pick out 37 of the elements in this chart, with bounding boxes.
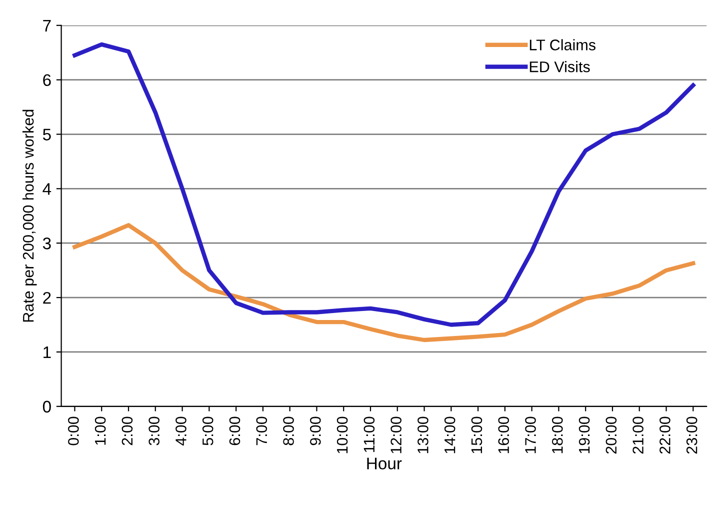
x-tick-label: 9:00 [310, 416, 321, 446]
x-tick-label: 8:00 [283, 416, 294, 446]
x-tick-label: 16:00 [498, 416, 510, 454]
y-tick-label: 2 [43, 292, 51, 304]
x-tick-label: 6:00 [229, 416, 240, 446]
x-tick-label: 14:00 [444, 416, 456, 454]
x-tick-label: 11:00 [364, 416, 375, 452]
x-tick-label: 21:00 [632, 416, 644, 454]
x-tick-label: 10:00 [336, 416, 348, 454]
legend-label: ED Visits [530, 61, 590, 72]
x-tick-label: 23:00 [686, 416, 698, 454]
y-tick-label: 4 [42, 183, 52, 195]
x-tick-label: 20:00 [606, 416, 617, 454]
y-axis-title: Rate per 200,000 hours worked [22, 110, 37, 322]
y-tick-label: 0 [42, 400, 51, 413]
x-tick-label: 0:00 [68, 416, 79, 446]
x-tick-label: 4:00 [176, 416, 186, 446]
legend-label: LT Claims [530, 39, 596, 50]
x-tick-label: 18:00 [552, 416, 563, 454]
x-tick-label: 7:00 [256, 416, 268, 446]
y-tick-label: 3 [42, 238, 51, 250]
x-tick-label: 13:00 [418, 416, 428, 454]
y-tick-label: 1 [44, 346, 51, 358]
x-tick-label: 1:00 [94, 416, 106, 445]
x-tick-label: 5:00 [202, 416, 214, 446]
x-tick-label: 17:00 [525, 416, 536, 454]
x-tick-label: 19:00 [578, 416, 590, 454]
y-tick-label: 7 [43, 20, 51, 32]
x-tick-label: 15:00 [471, 416, 482, 454]
x-tick-label: 3:00 [148, 416, 160, 446]
y-tick-label: 6 [43, 74, 51, 86]
x-tick-label: 22:00 [660, 416, 670, 454]
x-axis-title: Hour [367, 458, 402, 470]
x-tick-label: 2:00 [122, 416, 133, 446]
line-series [72, 223, 696, 342]
y-tick-label: 5 [42, 128, 51, 140]
x-tick-label: 12:00 [390, 416, 402, 454]
